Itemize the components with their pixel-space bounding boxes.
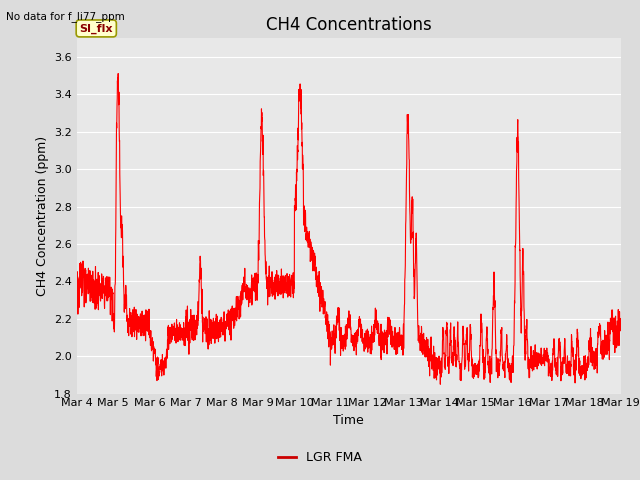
Legend: LGR FMA: LGR FMA bbox=[273, 446, 367, 469]
Y-axis label: CH4 Concentration (ppm): CH4 Concentration (ppm) bbox=[35, 136, 49, 296]
X-axis label: Time: Time bbox=[333, 414, 364, 427]
Text: No data for f_li77_ppm: No data for f_li77_ppm bbox=[6, 11, 125, 22]
Title: CH4 Concentrations: CH4 Concentrations bbox=[266, 16, 431, 34]
Text: SI_flx: SI_flx bbox=[79, 24, 113, 34]
